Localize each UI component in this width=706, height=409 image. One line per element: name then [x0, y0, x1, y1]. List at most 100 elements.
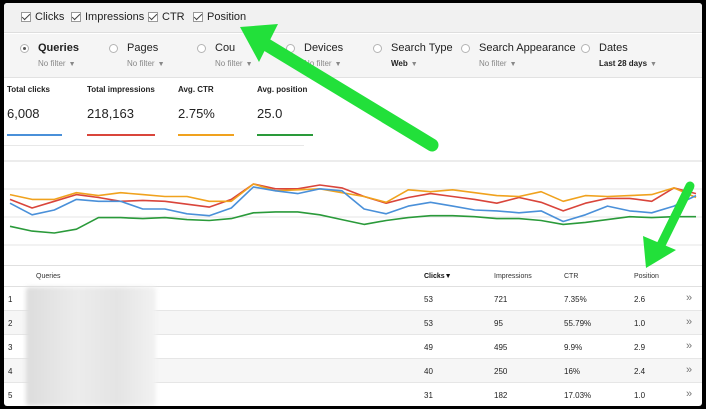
row-index: 2 — [8, 319, 13, 328]
caret-down-icon: ▼ — [68, 61, 76, 68]
row-clicks: 53 — [424, 295, 433, 304]
row-ctr: 9.9% — [564, 343, 583, 352]
table-row[interactable]: 5 31 182 17.03% 1.0 » — [4, 383, 702, 406]
group-by-pages[interactable]: Pages No filter ▼ — [109, 42, 165, 68]
row-ctr: 7.35% — [564, 295, 587, 304]
caret-down-icon: ▼ — [509, 61, 517, 68]
position-checkbox-label: Position — [207, 11, 247, 23]
ctr-checkbox-label: CTR — [162, 11, 185, 23]
card-value: 25.0 — [257, 106, 283, 121]
group-by-countries[interactable]: Cou No filter ▼ — [197, 42, 253, 68]
card-label: Total impressions — [87, 85, 155, 94]
position-column-header[interactable]: Position — [634, 273, 659, 280]
chart-series-line-3 — [9, 211, 696, 234]
pages-filter-dropdown[interactable]: No filter ▼ — [127, 59, 165, 68]
double-chevron-right-icon[interactable]: » — [686, 340, 692, 352]
row-impressions: 495 — [494, 343, 508, 352]
row-clicks: 49 — [424, 343, 433, 352]
row-ctr: 17.03% — [564, 391, 592, 400]
card-color-bar — [87, 134, 155, 136]
clicks-checkbox-label: Clicks — [35, 11, 65, 23]
checkbox-checked-icon — [193, 12, 203, 22]
card-label: Total clicks — [7, 85, 50, 94]
row-clicks: 31 — [424, 391, 433, 400]
card-color-bar — [7, 134, 62, 136]
group-by-queries[interactable]: Queries No filter ▼ — [20, 42, 79, 68]
double-chevron-right-icon[interactable]: » — [686, 388, 692, 400]
clicks-checkbox[interactable]: Clicks — [21, 11, 64, 23]
double-chevron-right-icon[interactable]: » — [686, 364, 692, 376]
row-position: 2.6 — [634, 295, 646, 304]
row-impressions: 182 — [494, 391, 508, 400]
radio-icon — [373, 43, 382, 53]
checkbox-checked-icon — [21, 12, 31, 22]
group-by-search-type[interactable]: Search Type Web ▼ — [373, 42, 453, 68]
search-type-dropdown[interactable]: Web ▼ — [391, 59, 418, 68]
table-row[interactable]: 3 49 495 9.9% 2.9 » — [4, 335, 702, 359]
group-by-search-appearance[interactable]: Search Appearance No filter ▼ — [461, 42, 576, 68]
group-by-label: Search Appearance — [479, 42, 576, 54]
performance-line-chart[interactable] — [4, 153, 702, 263]
row-ctr: 55.79% — [564, 319, 592, 328]
caret-down-icon: ▼ — [334, 61, 342, 68]
group-by-label: Queries — [38, 42, 79, 54]
caret-down-icon: ▼ — [410, 61, 418, 68]
impressions-checkbox-label: Impressions — [85, 11, 145, 23]
position-checkbox[interactable]: Position — [193, 11, 246, 23]
row-position: 2.9 — [634, 343, 646, 352]
clicks-column-header[interactable]: Clicks▼ — [424, 273, 452, 280]
double-chevron-right-icon[interactable]: » — [686, 292, 692, 304]
card-color-bar — [257, 134, 313, 136]
impressions-column-header[interactable]: Impressions — [494, 273, 532, 280]
chart-series-line-2 — [9, 186, 697, 223]
total-clicks-card[interactable]: Total clicks 6,008 — [7, 85, 62, 141]
group-by-label: Search Type — [391, 42, 453, 54]
queries-filter-dropdown[interactable]: No filter ▼ — [38, 59, 76, 68]
dates-dropdown[interactable]: Last 28 days ▼ — [599, 59, 657, 68]
countries-filter-dropdown[interactable]: No filter ▼ — [215, 59, 253, 68]
radio-selected-icon — [20, 43, 29, 53]
radio-icon — [197, 43, 206, 53]
card-value: 218,163 — [87, 106, 134, 121]
row-index: 4 — [8, 367, 13, 376]
total-impressions-card[interactable]: Total impressions 218,163 — [87, 85, 157, 141]
avg-position-card[interactable]: Avg. position 25.0 — [257, 85, 315, 141]
card-label: Avg. CTR — [178, 85, 214, 94]
group-by-devices[interactable]: Devices No filter ▼ — [286, 42, 343, 68]
caret-down-icon: ▼ — [157, 61, 165, 68]
row-position: 1.0 — [634, 319, 646, 328]
queries-column-header[interactable]: Queries — [36, 273, 61, 280]
row-clicks: 40 — [424, 367, 433, 376]
row-position: 1.0 — [634, 391, 646, 400]
double-chevron-right-icon[interactable]: » — [686, 316, 692, 328]
row-impressions: 250 — [494, 367, 508, 376]
group-by-label: Cou — [215, 42, 236, 54]
radio-icon — [286, 43, 295, 53]
avg-ctr-card[interactable]: Avg. CTR 2.75% — [178, 85, 236, 141]
caret-down-icon: ▼ — [650, 61, 657, 68]
search-appearance-dropdown[interactable]: No filter ▼ — [479, 59, 517, 68]
row-impressions: 721 — [494, 295, 508, 304]
blurred-query-text — [26, 287, 156, 406]
chart-series-line-1 — [9, 183, 697, 204]
ctr-checkbox[interactable]: CTR — [148, 11, 185, 23]
row-index: 1 — [8, 295, 13, 304]
search-analytics-panel: Clicks Impressions CTR Position Queries … — [4, 3, 702, 406]
table-header: Queries Clicks▼ Impressions CTR Position — [4, 265, 702, 287]
ctr-column-header[interactable]: CTR — [564, 273, 579, 280]
metric-toggle-bar: Clicks Impressions CTR Position — [4, 3, 702, 33]
group-by-dates[interactable]: Dates Last 28 days ▼ — [581, 42, 657, 68]
group-by-label: Dates — [599, 42, 628, 54]
impressions-checkbox[interactable]: Impressions — [71, 11, 144, 23]
card-value: 2.75% — [178, 106, 215, 121]
group-by-row: Queries No filter ▼ Pages No filter ▼ Cou … — [4, 34, 702, 78]
caret-down-icon: ▼ — [245, 61, 253, 68]
radio-icon — [109, 43, 118, 53]
row-clicks: 53 — [424, 319, 433, 328]
row-position: 2.4 — [634, 367, 646, 376]
card-color-bar — [178, 134, 234, 136]
divider — [4, 145, 304, 146]
checkbox-checked-icon — [71, 12, 81, 22]
devices-filter-dropdown[interactable]: No filter ▼ — [304, 59, 342, 68]
table-row[interactable]: 1 53 721 7.35% 2.6 » — [4, 287, 702, 311]
